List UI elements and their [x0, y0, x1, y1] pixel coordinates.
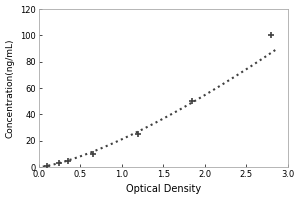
Y-axis label: Concentration(ng/mL): Concentration(ng/mL) — [6, 38, 15, 138]
X-axis label: Optical Density: Optical Density — [126, 184, 201, 194]
